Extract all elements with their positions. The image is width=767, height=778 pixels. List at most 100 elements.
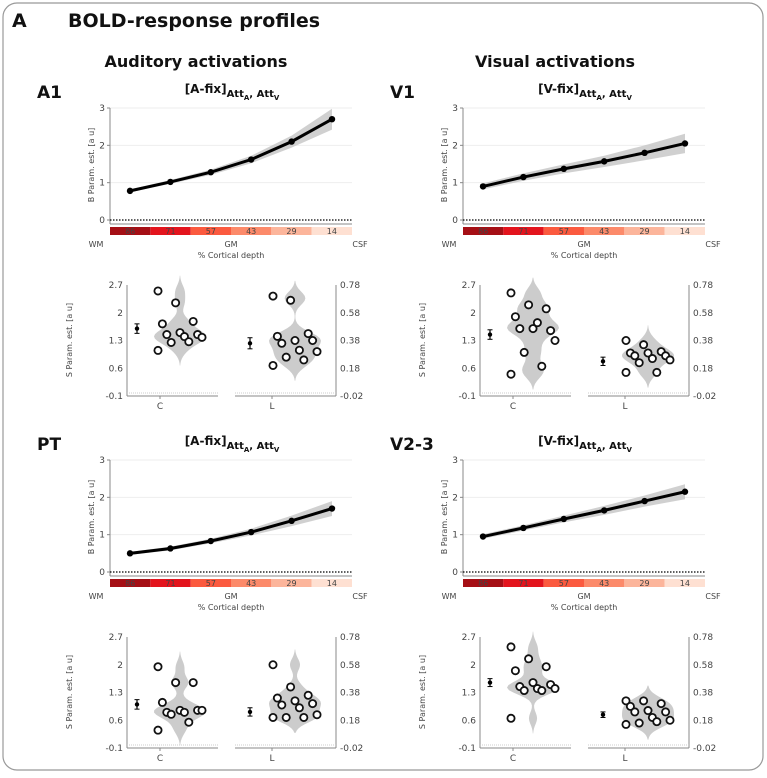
depth-bar-segment	[463, 579, 504, 587]
depth-label: 14	[680, 227, 690, 236]
subject-point	[184, 337, 194, 347]
mean-marker	[134, 702, 140, 707]
right-y-tick-label: 0.38	[693, 689, 713, 699]
right-y-tick-label: 0.18	[693, 716, 713, 726]
subject-point	[286, 295, 296, 305]
figure-title: BOLD-response profiles	[68, 10, 320, 32]
y-tick-label: 0	[452, 216, 458, 226]
subject-point	[621, 719, 631, 729]
subject-point	[157, 697, 167, 707]
y-tick-label: 0	[99, 568, 105, 578]
subject-point	[277, 338, 287, 348]
subject-point	[528, 678, 538, 688]
category-label-c: C	[157, 754, 163, 764]
x-end-label-wm: WM	[442, 240, 457, 249]
subject-point	[277, 700, 287, 710]
panel-v2-3: V2-3 [V-fix]AttA, AttV 0 1 2 3 B Param. est. […	[390, 434, 721, 764]
subject-point	[647, 354, 657, 364]
category-label-c: C	[510, 754, 516, 764]
data-point	[479, 533, 487, 540]
left-y-tick-label: 0.6	[462, 364, 477, 374]
subject-point	[303, 690, 313, 700]
left-y-tick-label: -0.1	[105, 392, 123, 402]
category-label-c: C	[157, 402, 163, 412]
violin-y-axis-label: S Param. est. [a u]	[65, 303, 74, 377]
depth-bar-segment	[110, 227, 151, 235]
subject-point	[188, 316, 198, 326]
subject-point	[153, 345, 163, 355]
subject-point	[166, 709, 176, 719]
subject-point	[643, 348, 653, 358]
right-y-tick-label: 0.38	[693, 337, 713, 347]
depth-bar-segment	[543, 227, 584, 235]
right-y-tick-label: -0.02	[340, 744, 363, 754]
subject-point	[515, 324, 525, 334]
subject-point	[166, 337, 176, 347]
right-y-tick-label: 0.78	[340, 633, 360, 643]
subject-point	[506, 369, 516, 379]
depth-label: 29	[286, 579, 296, 588]
subject-point	[661, 707, 671, 717]
depth-label: 29	[639, 579, 649, 588]
data-point	[167, 545, 174, 552]
right-y-tick-label: 0.58	[340, 661, 360, 671]
subject-point	[268, 360, 278, 370]
x-end-label-wm: WM	[442, 592, 457, 601]
x-end-label-csf: CSF	[352, 240, 368, 249]
data-point	[560, 515, 567, 523]
violin-y-axis-label: S Param. est. [a u]	[418, 655, 427, 729]
x-axis-label: % Cortical depth	[551, 603, 618, 612]
data-point	[207, 169, 214, 176]
subject-point	[634, 718, 644, 728]
y-tick-label: 1	[452, 179, 458, 189]
depth-bar-segment	[624, 227, 665, 235]
y-tick-label: 2	[452, 141, 458, 151]
left-y-tick-label: 1.3	[109, 689, 123, 699]
depth-bar-segment	[110, 579, 151, 587]
subject-point	[268, 291, 278, 301]
depth-bar-segment	[150, 227, 191, 235]
subject-point	[621, 335, 631, 345]
category-label-l: L	[269, 754, 274, 764]
mean-marker	[134, 326, 140, 331]
subject-point	[308, 335, 318, 345]
y-tick-label: 2	[99, 141, 105, 151]
data-point	[248, 528, 255, 536]
subject-point	[153, 725, 163, 735]
data-point	[126, 550, 134, 557]
subject-point	[652, 367, 662, 377]
left-y-tick-label: 2.7	[109, 281, 123, 291]
right-y-tick-label: 0.38	[340, 689, 360, 699]
y-axis-label: B Param. est. [a u]	[87, 480, 96, 555]
data-point	[248, 156, 255, 163]
depth-bar-segment	[311, 579, 352, 587]
depth-label: 43	[599, 579, 609, 588]
subject-point	[550, 684, 560, 694]
subject-point	[197, 332, 207, 342]
subject-point	[541, 662, 551, 672]
right-y-tick-label: -0.02	[693, 744, 716, 754]
subject-point	[541, 304, 551, 314]
y-tick-label: 3	[452, 456, 458, 466]
subject-point	[153, 286, 163, 296]
profile-line	[129, 507, 333, 555]
x-axis-label: % Cortical depth	[198, 251, 265, 260]
y-tick-label: 1	[99, 531, 105, 541]
right-y-tick-label: 0.18	[340, 716, 360, 726]
depth-bar-segment	[190, 579, 231, 587]
mean-marker	[487, 680, 493, 685]
subject-point	[268, 712, 278, 722]
subject-point	[510, 312, 520, 322]
data-point	[641, 497, 648, 505]
depth-bar-segment	[503, 579, 544, 587]
subject-point	[524, 300, 534, 310]
mean-marker	[247, 341, 253, 346]
panel-subtitle: [A-fix]AttA, AttV	[185, 434, 280, 454]
subject-point	[634, 358, 644, 368]
x-end-label-csf: CSF	[705, 240, 721, 249]
subject-point	[537, 686, 547, 696]
subject-point	[524, 654, 534, 664]
panel-v1: V1 [V-fix]AttA, AttV 0 1 2 3 B Param. est. [a …	[390, 82, 721, 412]
mean-marker	[247, 709, 253, 715]
